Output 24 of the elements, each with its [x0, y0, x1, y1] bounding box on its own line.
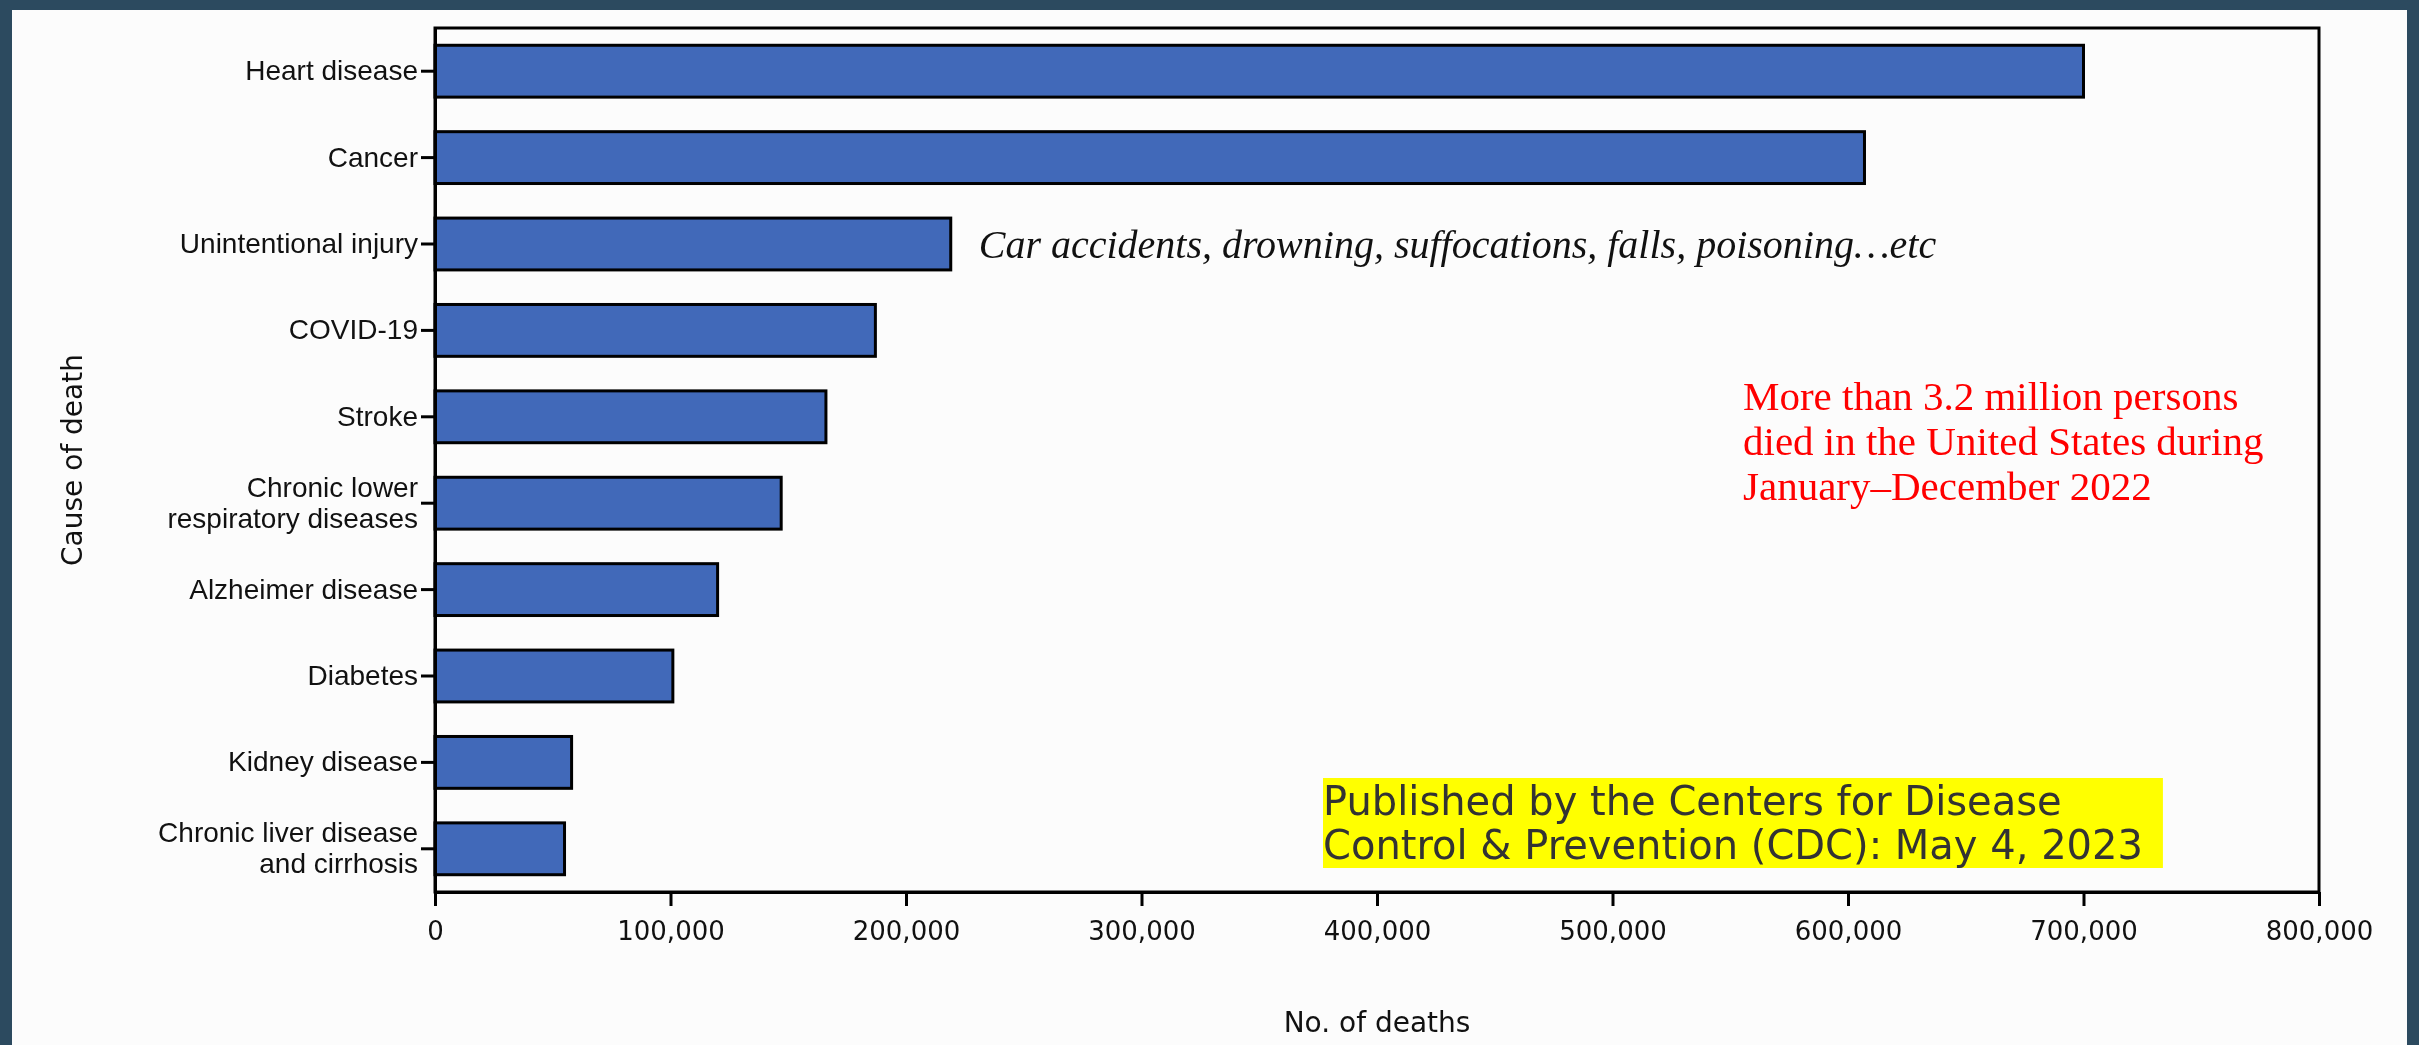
- x-tick-label: 800,000: [2265, 916, 2374, 947]
- x-tick-label: 600,000: [1794, 916, 1903, 947]
- y-tick-label: COVID-19: [288, 314, 418, 346]
- y-tick-label: Chronic lower respiratory diseases: [167, 471, 418, 534]
- x-tick-label: 200,000: [852, 916, 961, 947]
- y-axis-title: Cause of death: [56, 354, 89, 566]
- y-tick-label: Alzheimer disease: [189, 573, 418, 605]
- x-tick-label: 500,000: [1559, 916, 1667, 947]
- x-tick-label: 400,000: [1323, 916, 1432, 947]
- x-tick-label: 100,000: [617, 916, 725, 947]
- y-tick-label: Unintentional injury: [179, 227, 418, 259]
- y-tick-label: Cancer: [327, 141, 418, 173]
- x-tick-label: 0: [427, 916, 444, 947]
- annotation: Car accidents, drowning, suffocations, falls, poisoning…etc: [978, 222, 1937, 267]
- y-tick-label: Heart disease: [245, 55, 418, 87]
- x-axis-title: No. of deaths: [1283, 1006, 1471, 1039]
- annotation: Published by the Centers for Disease Control & Prevention (CDC): May 4, 2023: [1323, 778, 2143, 868]
- y-tick-label: Kidney disease: [228, 746, 418, 778]
- y-tick-label: Stroke: [337, 400, 418, 432]
- annotation: More than 3.2 million persons died in the United States during January–December 2022: [1743, 373, 2264, 510]
- x-tick-label: 700,000: [2030, 916, 2138, 947]
- y-tick-label: Diabetes: [307, 659, 418, 691]
- x-tick-label: 300,000: [1088, 916, 1196, 947]
- y-tick-label: Chronic liver disease and cirrhosis: [158, 817, 418, 880]
